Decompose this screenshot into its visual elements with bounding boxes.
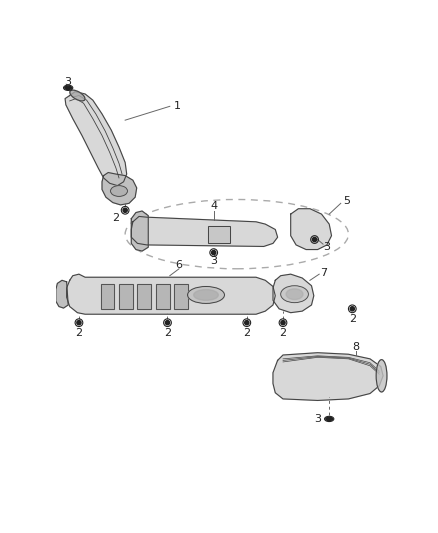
Circle shape — [77, 320, 81, 325]
Circle shape — [123, 208, 127, 212]
Polygon shape — [291, 209, 332, 249]
Polygon shape — [273, 274, 314, 313]
Ellipse shape — [281, 286, 308, 303]
Ellipse shape — [110, 185, 127, 196]
Text: 3: 3 — [323, 242, 330, 252]
Bar — [156, 284, 170, 309]
Polygon shape — [102, 173, 137, 205]
Polygon shape — [67, 274, 276, 314]
Text: 2: 2 — [164, 328, 171, 338]
Bar — [138, 284, 151, 309]
Polygon shape — [65, 92, 127, 185]
Ellipse shape — [65, 86, 71, 90]
Bar — [119, 284, 133, 309]
Text: 2: 2 — [243, 328, 251, 338]
Bar — [174, 284, 188, 309]
Bar — [156, 284, 170, 309]
Ellipse shape — [376, 360, 387, 392]
Bar — [100, 284, 114, 309]
Circle shape — [245, 320, 249, 325]
Bar — [208, 227, 230, 244]
Ellipse shape — [326, 417, 332, 421]
Text: 2: 2 — [75, 328, 82, 338]
Text: 2: 2 — [279, 328, 286, 338]
Text: 3: 3 — [314, 414, 321, 424]
Ellipse shape — [286, 289, 303, 300]
Text: 1: 1 — [174, 101, 181, 111]
Text: 5: 5 — [343, 196, 350, 206]
Bar — [138, 284, 151, 309]
Polygon shape — [131, 211, 148, 251]
Text: 3: 3 — [210, 256, 217, 266]
Circle shape — [166, 320, 170, 325]
Bar — [174, 284, 188, 309]
Bar — [119, 284, 133, 309]
Circle shape — [212, 251, 216, 255]
Text: 7: 7 — [320, 268, 327, 278]
Ellipse shape — [187, 287, 224, 303]
Text: 4: 4 — [210, 201, 217, 212]
Ellipse shape — [70, 90, 85, 101]
Circle shape — [350, 306, 354, 311]
Text: 6: 6 — [176, 260, 183, 270]
Circle shape — [281, 320, 285, 325]
Ellipse shape — [194, 289, 218, 301]
Bar — [100, 284, 114, 309]
Polygon shape — [56, 280, 68, 308]
Circle shape — [312, 237, 317, 241]
Polygon shape — [273, 353, 383, 400]
Text: 2: 2 — [349, 314, 356, 324]
Polygon shape — [131, 216, 278, 246]
Text: 8: 8 — [353, 342, 360, 352]
Bar — [208, 227, 230, 244]
Text: 3: 3 — [65, 77, 72, 87]
Text: 2: 2 — [112, 213, 120, 223]
